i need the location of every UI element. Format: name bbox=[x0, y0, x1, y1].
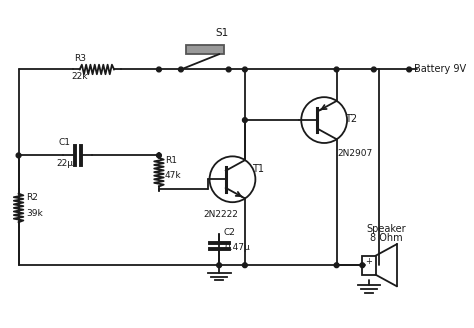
Text: 8 Ohm: 8 Ohm bbox=[370, 233, 402, 243]
Circle shape bbox=[334, 263, 339, 268]
Text: +: + bbox=[365, 257, 373, 266]
Circle shape bbox=[156, 67, 161, 72]
Text: Battery 9V: Battery 9V bbox=[414, 64, 466, 73]
Circle shape bbox=[407, 67, 411, 72]
FancyBboxPatch shape bbox=[362, 256, 376, 275]
Text: T1: T1 bbox=[252, 164, 264, 174]
Text: 2N2222: 2N2222 bbox=[204, 211, 239, 219]
Text: 22μ: 22μ bbox=[56, 159, 73, 168]
Circle shape bbox=[226, 67, 231, 72]
Text: 47k: 47k bbox=[164, 171, 181, 180]
Circle shape bbox=[243, 263, 247, 268]
Text: Speaker: Speaker bbox=[366, 224, 406, 234]
Circle shape bbox=[334, 67, 339, 72]
Circle shape bbox=[179, 67, 183, 72]
Text: R3: R3 bbox=[73, 54, 86, 63]
Text: 2N2907: 2N2907 bbox=[337, 149, 373, 158]
Text: T2: T2 bbox=[345, 114, 357, 124]
Text: R1: R1 bbox=[164, 155, 177, 165]
Text: C1: C1 bbox=[58, 138, 71, 147]
Text: C2: C2 bbox=[224, 228, 236, 237]
Circle shape bbox=[217, 263, 221, 268]
Text: 0.47μ: 0.47μ bbox=[224, 243, 250, 252]
FancyBboxPatch shape bbox=[186, 45, 224, 54]
Circle shape bbox=[243, 67, 247, 72]
Text: R2: R2 bbox=[26, 193, 38, 202]
Circle shape bbox=[243, 118, 247, 122]
Circle shape bbox=[360, 263, 365, 268]
Text: S1: S1 bbox=[215, 28, 228, 38]
Text: 39k: 39k bbox=[26, 209, 43, 217]
Circle shape bbox=[16, 153, 21, 158]
Circle shape bbox=[372, 67, 376, 72]
Circle shape bbox=[156, 153, 161, 158]
Text: 22k: 22k bbox=[72, 72, 88, 81]
